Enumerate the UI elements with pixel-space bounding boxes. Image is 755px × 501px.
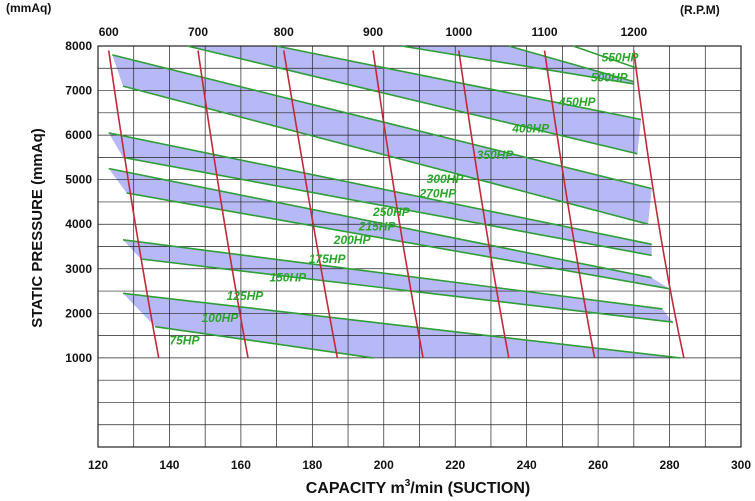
x-tick-label-140: 140 <box>159 458 179 472</box>
hp-label-550hp: 550HP <box>602 51 640 65</box>
hp-label-150hp: 150HP <box>269 270 307 284</box>
x-tick-label-160: 160 <box>231 458 251 472</box>
rpm-curve-1000 <box>458 50 510 359</box>
x-tick-label-240: 240 <box>517 458 537 472</box>
hp-band-2 <box>108 168 670 289</box>
hp-label-75hp: 75HP <box>169 334 200 348</box>
hp-label-270hp: 270HP <box>419 186 458 200</box>
hp-curve-13 <box>508 45 635 83</box>
y-tick-label-2000: 2000 <box>65 306 92 320</box>
x-axis-title-tail: /min (SUCTION) <box>410 480 530 497</box>
x-tick-label-120: 120 <box>88 458 108 472</box>
y-unit-label: (mmAq) <box>6 1 51 15</box>
hp-curve-11 <box>276 45 642 121</box>
y-tick-label-4000: 4000 <box>65 217 92 231</box>
y-tick-label-1000: 1000 <box>65 351 92 365</box>
x-tick-label-280: 280 <box>660 458 680 472</box>
hp-curve-7 <box>108 132 652 246</box>
y-tick-label-3000: 3000 <box>65 262 92 276</box>
rpm-tick-label-800: 800 <box>274 25 294 39</box>
y-tick-label-5000: 5000 <box>65 173 92 187</box>
x-tick-label-200: 200 <box>374 458 394 472</box>
hp-band-4 <box>112 54 652 225</box>
y-axis-title: STATIC PRESSURE (mmAq) <box>29 128 46 327</box>
y-tick-label-8000: 8000 <box>65 39 92 53</box>
x-tick-label-260: 260 <box>588 458 608 472</box>
rpm-curve-900 <box>372 50 424 359</box>
rpm-curve-1100 <box>543 50 596 359</box>
rpm-curves <box>107 50 685 359</box>
hp-label-100hp: 100HP <box>202 311 240 325</box>
rpm-curve-1200 <box>633 50 685 359</box>
hp-curve-14 <box>572 45 638 70</box>
x-tick-label-180: 180 <box>302 458 322 472</box>
tick-labels: 120 140 160 180 200 220 240 260 280 300 1000 2000 30… <box>65 25 751 472</box>
hp-curve-2 <box>140 258 674 323</box>
rpm-curve-700 <box>197 50 249 359</box>
x-tick-label-220: 220 <box>445 458 465 472</box>
rpm-unit-label: (R.P.M) <box>680 3 720 17</box>
hp-curve-10 <box>187 45 638 155</box>
rpm-tick-label-1000: 1000 <box>445 25 472 39</box>
hp-curve-1 <box>122 292 681 359</box>
rpm-tick-label-900: 900 <box>363 25 383 39</box>
rpm-curve-800 <box>282 50 339 359</box>
hp-label-175hp: 175HP <box>309 252 347 266</box>
x-axis-title: CAPACITY m3/min (SUCTION) <box>306 478 531 497</box>
rpm-tick-label-700: 700 <box>188 25 208 39</box>
hp-curve-5 <box>108 167 652 279</box>
rpm-tick-label-1100: 1100 <box>532 25 558 39</box>
grid <box>97 45 742 448</box>
hp-label-200hp: 200HP <box>333 233 372 247</box>
rpm-curve-600 <box>107 50 160 359</box>
x-axis-title-sup: 3 <box>405 478 411 489</box>
hp-label-300hp: 300HP <box>427 172 465 186</box>
rpm-tick-label-1200: 1200 <box>620 25 647 39</box>
y-tick-label-6000: 6000 <box>65 128 92 142</box>
hp-label-215hp: 215HP <box>358 219 397 233</box>
hp-curve-8 <box>122 85 649 225</box>
hp-label-400hp: 400HP <box>511 121 550 135</box>
hp-band-1 <box>123 239 674 323</box>
y-tick-label-7000: 7000 <box>65 84 92 98</box>
hp-curve-12 <box>401 45 634 85</box>
hp-label-250hp: 250HP <box>372 205 411 219</box>
plot-frame <box>97 45 742 448</box>
hp-band-3 <box>108 132 652 256</box>
hp-label-125hp: 125HP <box>227 289 265 303</box>
x-tick-label-300: 300 <box>731 458 751 472</box>
hp-label-500hp: 500HP <box>591 71 629 85</box>
hp-label-450hp: 450HP <box>558 95 597 109</box>
hp-label-350hp: 350HP <box>477 148 515 162</box>
hp-curve-6 <box>122 156 652 257</box>
rpm-tick-label-600: 600 <box>99 25 119 39</box>
x-axis-title-main: CAPACITY m <box>306 480 405 497</box>
hp-curve-3 <box>122 239 663 310</box>
